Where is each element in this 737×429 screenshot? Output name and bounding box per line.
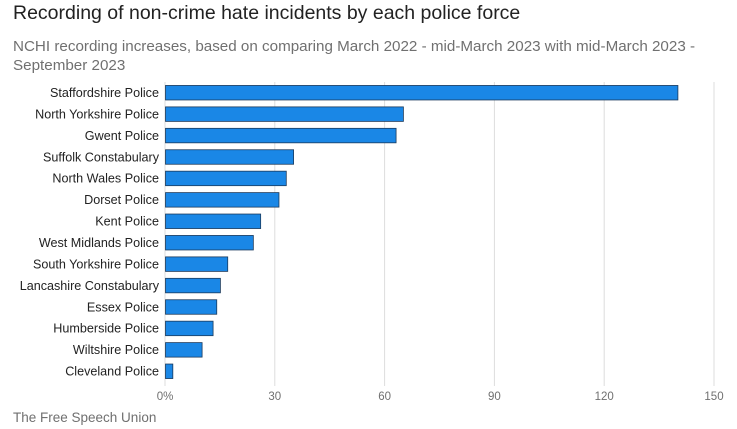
category-label: North Yorkshire Police (35, 107, 159, 121)
category-label: Essex Police (87, 300, 159, 314)
bar (165, 235, 254, 251)
category-label: North Wales Police (52, 172, 159, 186)
x-tick-label: 150 (704, 391, 723, 403)
bar (165, 170, 287, 187)
bar (165, 342, 203, 358)
category-label: Cleveland Police (65, 365, 159, 379)
x-tick-label: 120 (595, 391, 614, 403)
category-label: Dorset Police (84, 193, 159, 207)
bar (165, 277, 221, 294)
bar (165, 213, 262, 229)
chart-title: Recording of non-crime hate incidents by… (13, 2, 521, 24)
bar (165, 256, 229, 272)
bar (165, 85, 679, 101)
category-label: Kent Police (95, 215, 159, 229)
category-label: Gwent Police (85, 129, 159, 143)
category-label: Lancashire Constabulary (20, 279, 160, 293)
bar (165, 149, 295, 165)
bar (165, 106, 404, 122)
category-label: Humberside Police (53, 322, 159, 336)
x-tick-label: 60 (378, 391, 391, 403)
bar (165, 192, 280, 208)
category-label: West Midlands Police (39, 236, 159, 250)
chart-subtitle: NCHI recording increases, based on compa… (13, 38, 696, 74)
category-label: Wiltshire Police (73, 343, 159, 357)
category-label: South Yorkshire Police (33, 257, 159, 271)
category-label: Suffolk Constabulary (43, 150, 160, 164)
x-tick-label: 30 (268, 391, 281, 403)
bar (165, 127, 397, 144)
x-tick-label: 0% (157, 391, 174, 403)
bar (165, 320, 214, 337)
bar (165, 363, 174, 379)
x-tick-label: 90 (488, 391, 501, 403)
bar (165, 299, 218, 315)
source-credit: The Free Speech Union (13, 410, 157, 425)
category-label: Staffordshire Police (50, 86, 159, 100)
